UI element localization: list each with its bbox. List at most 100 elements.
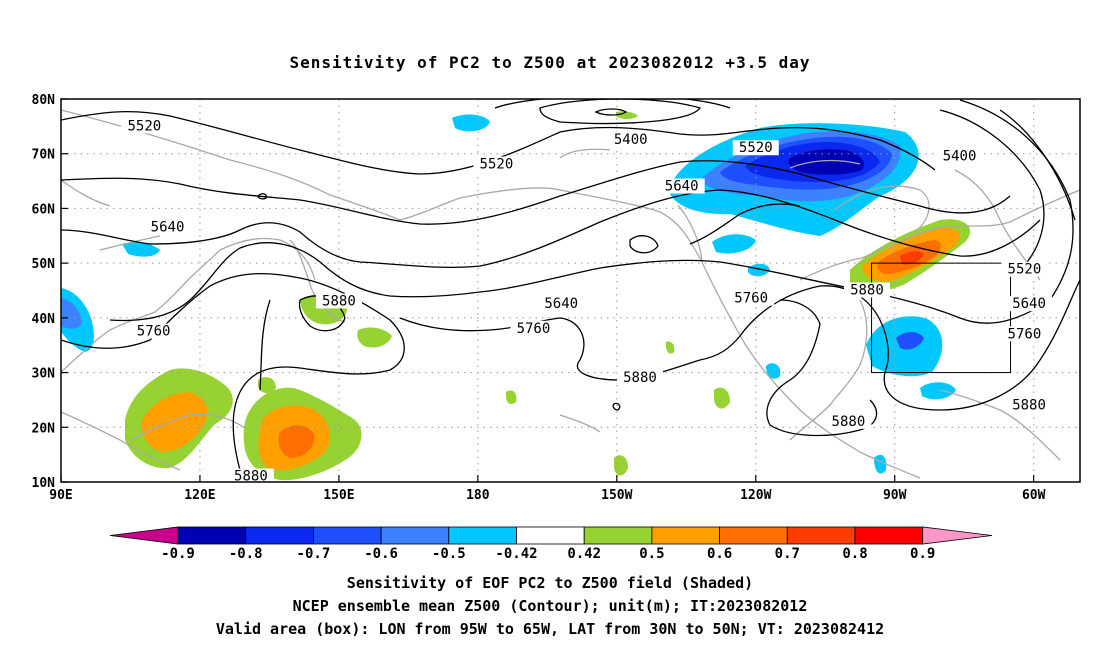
contour-line — [559, 126, 936, 171]
lon-tick-label: 180 — [466, 488, 490, 503]
colorbar-segment — [312, 526, 382, 545]
colorbar-segment — [448, 526, 517, 545]
shading-region — [712, 234, 756, 254]
coastline — [834, 185, 930, 233]
contour-label-bg — [315, 293, 362, 309]
lon-tick-label: 90E — [49, 488, 72, 503]
shading-region — [896, 332, 924, 350]
colorbar-segment — [245, 526, 314, 545]
grid-lines — [61, 99, 1080, 482]
shading-region — [920, 382, 956, 400]
coastline — [939, 389, 1061, 461]
contour-label-bg — [1006, 296, 1053, 312]
contour-line — [259, 299, 271, 391]
contour-label: 5520 — [739, 140, 773, 156]
contour-label: 5640 — [151, 220, 185, 236]
coastline — [61, 109, 561, 221]
lon-tick-label: 60W — [1022, 488, 1046, 503]
contour-label-bg — [732, 140, 779, 156]
contour-label-bg — [658, 178, 705, 194]
colorbar-segment — [380, 526, 450, 545]
colorbar-label: 0.9 — [910, 546, 935, 562]
contour-label-bg — [728, 290, 775, 306]
colorbar-segment — [583, 526, 653, 545]
shading-region — [714, 387, 730, 409]
lat-tick-label: 80N — [32, 93, 56, 108]
map-panel: 5520 5400 5520 5400 5520 5640 5640 5520 5880 5640… — [32, 93, 1081, 503]
contour-label-bg — [1001, 326, 1048, 342]
shading-region — [357, 327, 392, 348]
contour-line — [999, 109, 1076, 221]
contour-label-bg — [538, 296, 585, 312]
contour-line — [689, 203, 801, 245]
contour-label: 5520 — [128, 118, 162, 134]
longitude-axis: 90E 120E 150E 180 150W 120W 90W 60W — [49, 475, 1046, 503]
lat-tick-label: 60N — [32, 202, 56, 217]
contour-label-bg — [843, 282, 890, 298]
colorbar-label: 0.8 — [842, 546, 867, 562]
contour-line — [257, 193, 268, 200]
coastline — [289, 239, 346, 323]
lon-tick-label: 120W — [740, 488, 771, 503]
footer-line-1: Sensitivity of EOF PC2 to Z500 field (Sh… — [347, 574, 753, 592]
lat-tick-label: 10N — [32, 476, 56, 491]
contour-line — [61, 272, 301, 349]
colorbar-segment — [786, 526, 856, 545]
coastline — [559, 414, 601, 433]
contour-label: 5760 — [1008, 326, 1042, 342]
contour-label: 5520 — [480, 157, 514, 173]
contour-label: 5520 — [1008, 262, 1042, 278]
contour-label-bg — [473, 156, 520, 172]
contour-label: 5880 — [1012, 397, 1046, 413]
contour-label: 5640 — [1012, 296, 1046, 312]
colorbar: -0.9 -0.8 -0.7 -0.6 -0.5 -0.42 0.42 0.5 0.6 0.7 0.… — [109, 526, 993, 562]
contour-label-bg — [1006, 397, 1053, 413]
shading-region — [616, 111, 638, 119]
coastline — [61, 237, 316, 373]
colorbar-label: 0.42 — [567, 546, 601, 562]
coastline — [129, 413, 246, 441]
shading-region — [506, 390, 517, 404]
chart-title: Sensitivity of PC2 to Z500 at 2023082012… — [289, 53, 810, 72]
contour-line — [61, 189, 1041, 268]
contour-line — [594, 108, 628, 116]
colorbar-segment — [516, 526, 585, 545]
contour-label-bg — [130, 323, 177, 339]
shading-region — [122, 242, 160, 257]
lat-tick-label: 50N — [32, 257, 56, 272]
colorbar-label: 0.5 — [639, 546, 664, 562]
contour-line — [612, 402, 621, 411]
coastline — [789, 159, 861, 169]
colorbar-label: -0.6 — [364, 546, 398, 562]
valid-area-box — [871, 262, 1012, 374]
contour-label: 5880 — [623, 370, 657, 386]
colorbar-label: -0.5 — [432, 546, 466, 562]
sensitivity-shading — [61, 111, 971, 481]
shading-region — [61, 298, 82, 329]
shading-region — [766, 363, 781, 379]
contour-label: 5760 — [137, 324, 171, 340]
contour-label-bg — [616, 370, 663, 386]
shading-region — [278, 425, 315, 458]
shading-region — [900, 251, 924, 265]
lat-tick-label: 40N — [32, 312, 56, 327]
coastline — [61, 411, 181, 471]
colorbar-segment — [719, 526, 788, 545]
contour-line — [939, 109, 1045, 271]
contour-line — [766, 299, 878, 437]
colorbar-right-triangle — [922, 526, 993, 545]
contour-line — [629, 235, 659, 254]
contour-label: 5400 — [943, 148, 977, 164]
contour-label-bg — [825, 413, 872, 429]
contour-label-bg — [607, 132, 654, 148]
contour-labels: 5520 5400 5520 5400 5520 5640 5640 5520 5880 5640… — [121, 118, 1053, 482]
coastline — [559, 189, 921, 479]
shading-region — [748, 263, 770, 277]
colorbar-label: -0.42 — [495, 546, 537, 562]
contour-label: 5880 — [322, 293, 356, 309]
contour-label: 5880 — [850, 283, 884, 299]
colorbar-label: 0.6 — [707, 546, 732, 562]
colorbar-label: -0.8 — [229, 546, 263, 562]
contour-label: 5880 — [832, 414, 866, 430]
